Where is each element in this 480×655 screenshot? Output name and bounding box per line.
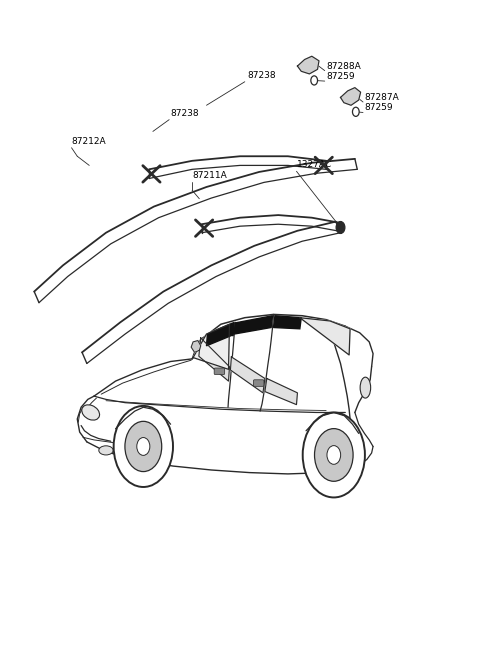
Text: 87259: 87259 — [364, 103, 393, 113]
Polygon shape — [274, 316, 301, 329]
Polygon shape — [298, 56, 319, 74]
Text: 87211A: 87211A — [192, 171, 227, 179]
Circle shape — [114, 406, 173, 487]
Circle shape — [311, 76, 318, 85]
FancyBboxPatch shape — [253, 380, 264, 386]
Text: 87212A: 87212A — [72, 137, 106, 146]
Text: 87238: 87238 — [170, 109, 199, 119]
Text: 87288A: 87288A — [326, 62, 361, 71]
Polygon shape — [234, 316, 273, 334]
Ellipse shape — [360, 377, 371, 398]
Circle shape — [137, 438, 150, 455]
Polygon shape — [230, 357, 265, 393]
Ellipse shape — [82, 405, 99, 420]
Ellipse shape — [99, 446, 113, 455]
Polygon shape — [193, 324, 229, 369]
Text: 87287A: 87287A — [364, 93, 399, 102]
Circle shape — [336, 221, 345, 233]
Polygon shape — [300, 318, 350, 355]
Circle shape — [327, 445, 341, 464]
Circle shape — [303, 413, 365, 497]
Text: 87238: 87238 — [247, 71, 276, 81]
Polygon shape — [206, 323, 233, 346]
Polygon shape — [191, 341, 201, 352]
FancyBboxPatch shape — [214, 368, 225, 375]
Polygon shape — [340, 88, 360, 105]
Circle shape — [314, 428, 353, 481]
Text: 1327AC: 1327AC — [298, 160, 333, 170]
Polygon shape — [199, 338, 229, 381]
Circle shape — [125, 421, 162, 472]
Polygon shape — [265, 379, 298, 405]
Circle shape — [352, 107, 359, 117]
Text: 87259: 87259 — [326, 72, 355, 81]
